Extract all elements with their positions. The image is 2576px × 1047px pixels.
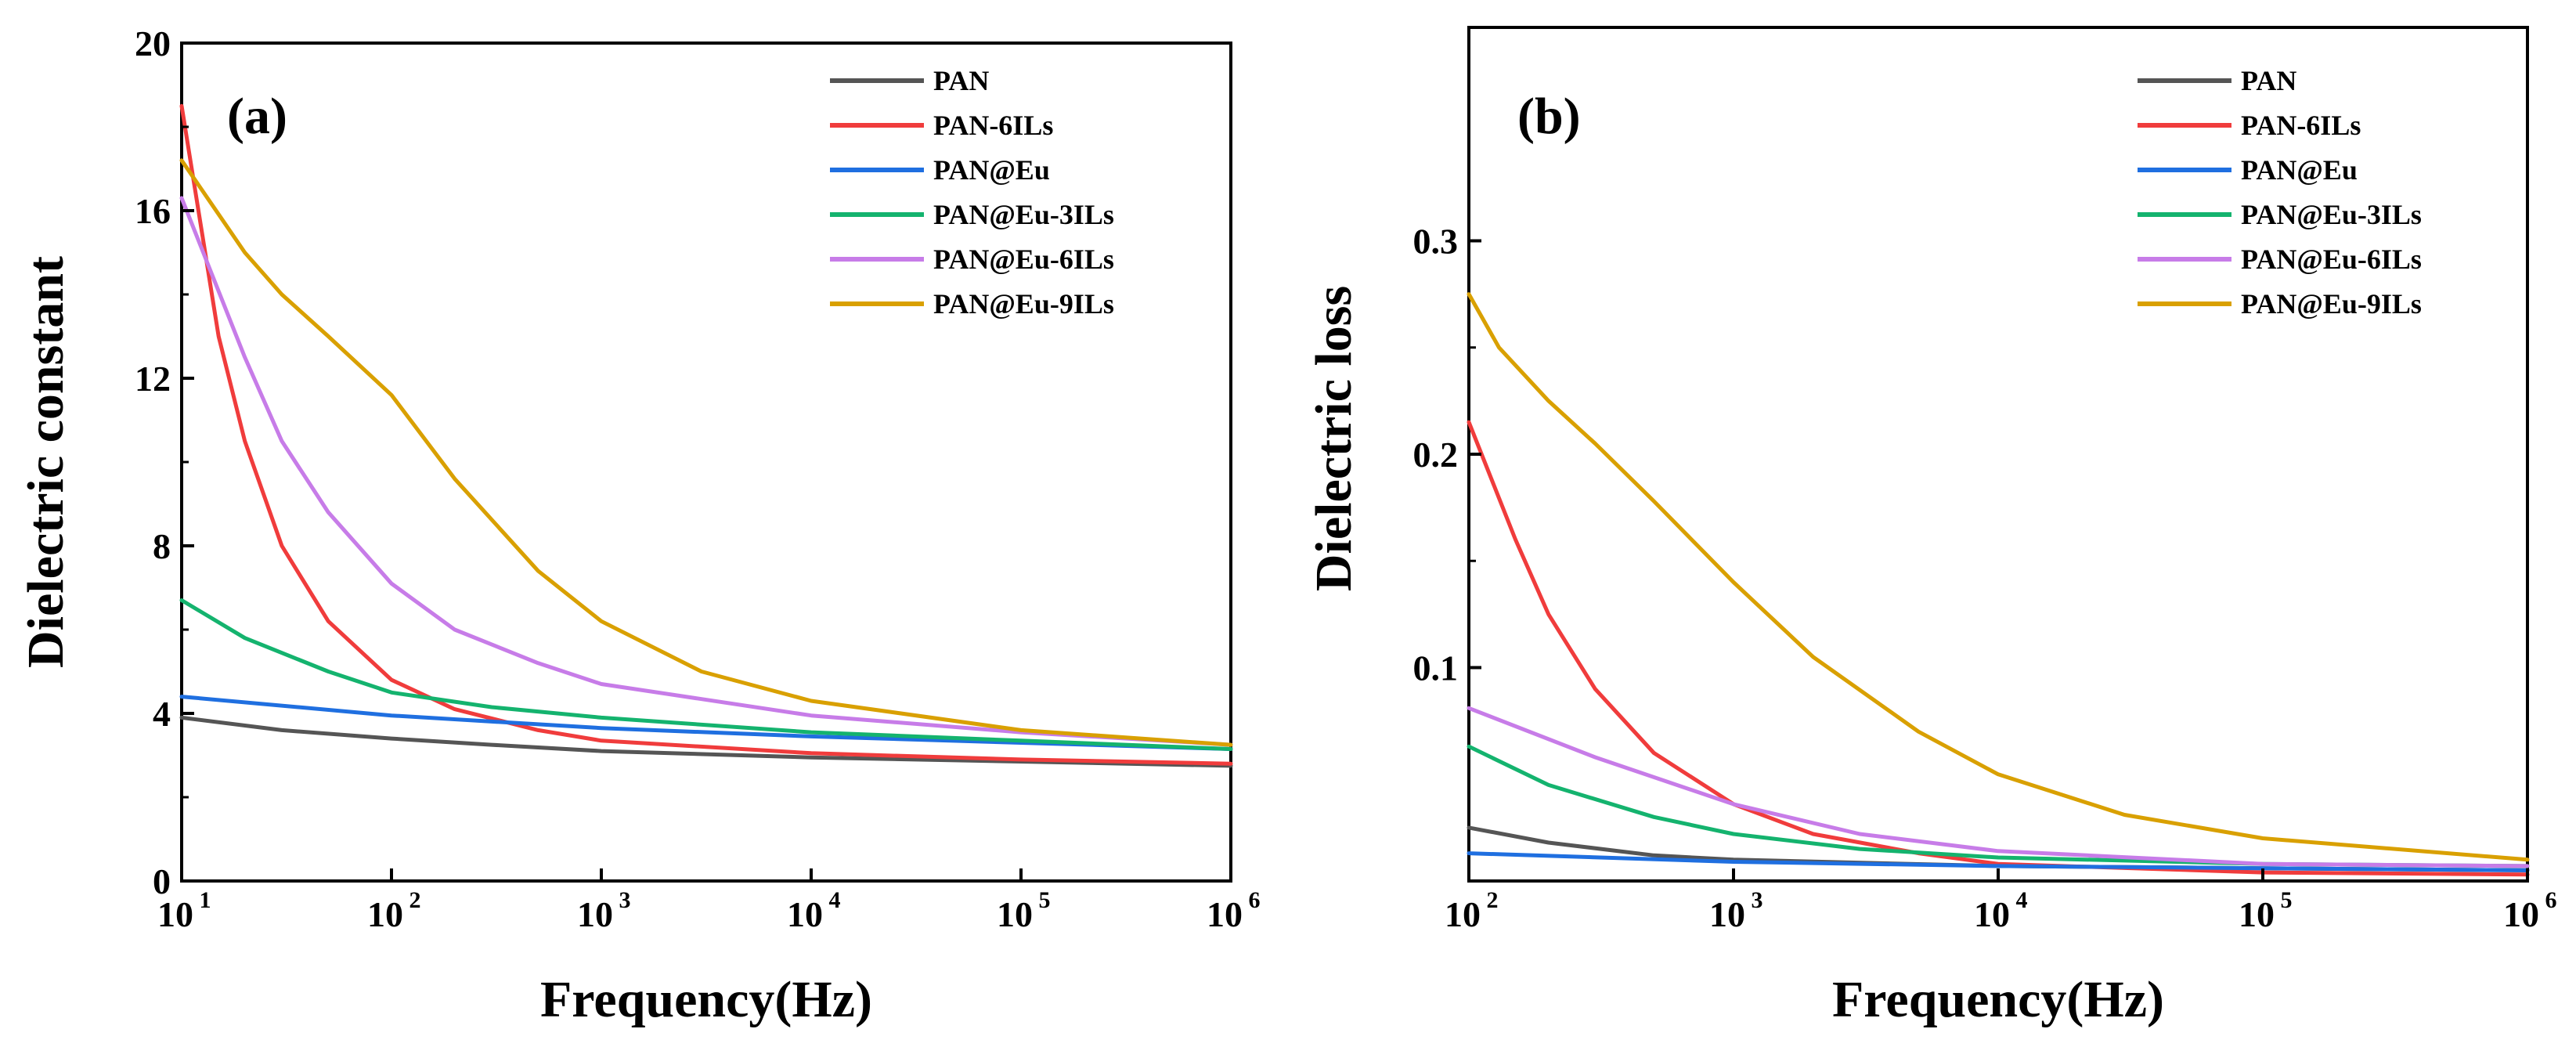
x-tick-exp-a-1: 2 xyxy=(409,887,421,913)
x-tick-label-b-2: 10 xyxy=(1974,894,2010,934)
x-tick-exp-b-4: 6 xyxy=(2545,887,2557,913)
x-tick-exp-b-3: 5 xyxy=(2281,887,2293,913)
x-tick-label-b-3: 10 xyxy=(2239,894,2275,934)
y-axis-title-a: Dielectric constant xyxy=(17,256,74,668)
plot-frame-b xyxy=(1467,26,2529,883)
x-tick-exp-b-1: 3 xyxy=(1752,887,1763,913)
legend-label-b-2: PAN@Eu xyxy=(2241,154,2358,186)
x-axis-title-b: Frequency(Hz) xyxy=(1832,971,2164,1028)
x-tick-exp-b-0: 2 xyxy=(1487,887,1499,913)
x-tick-label-a-3: 10 xyxy=(787,894,823,934)
legend-label-b-5: PAN@Eu-9ILs xyxy=(2241,288,2422,320)
x-tick-label-b-4: 10 xyxy=(2503,894,2539,934)
legend-label-a-3: PAN@Eu-3ILs xyxy=(933,199,1114,230)
legend-label-a-1: PAN-6ILs xyxy=(933,110,1053,141)
panel-b: 0.10.20.3 10 2 10 3 10 4 10 5 10 6 (b) Frequency(… xyxy=(1305,26,2557,1028)
x-tick-label-a-0: 10 xyxy=(157,894,193,934)
legend-label-b-1: PAN-6ILs xyxy=(2241,110,2361,141)
legend-label-a-2: PAN@Eu xyxy=(933,154,1050,186)
series-line-b-4 xyxy=(1467,706,2530,868)
y-tick-label-b-1: 0.2 xyxy=(1413,435,1459,475)
y-tick-label-a-4: 16 xyxy=(135,191,171,231)
legend-label-b-4: PAN@Eu-6ILs xyxy=(2241,244,2422,275)
legend-a: PAN PAN-6ILs PAN@Eu PAN@Eu-3ILs PAN@Eu-6ILs P… xyxy=(830,65,1114,320)
series-line-a-5 xyxy=(179,158,1233,747)
y-axis-title-b: Dielectric loss xyxy=(1305,286,1362,591)
x-tick-label-a-1: 10 xyxy=(367,894,403,934)
series-group-b xyxy=(1467,292,2530,877)
legend-label-a-5: PAN@Eu-9ILs xyxy=(933,288,1114,320)
legend-label-a-0: PAN xyxy=(933,65,989,96)
series-line-a-0 xyxy=(179,715,1233,768)
x-ticks-b: 10 2 10 3 10 4 10 5 10 6 xyxy=(1445,868,2557,934)
x-tick-exp-a-0: 1 xyxy=(200,887,211,913)
series-line-b-5 xyxy=(1467,292,2530,862)
y-tick-label-a-5: 20 xyxy=(135,23,171,63)
legend-b: PAN PAN-6ILs PAN@Eu PAN@Eu-3ILs PAN@Eu-6ILs P… xyxy=(2138,65,2422,320)
x-tick-label-b-1: 10 xyxy=(1709,894,1745,934)
legend-label-b-3: PAN@Eu-3ILs xyxy=(2241,199,2422,230)
x-tick-label-b-0: 10 xyxy=(1445,894,1481,934)
y-tick-label-a-1: 4 xyxy=(153,694,171,734)
series-line-b-1 xyxy=(1467,420,2530,877)
x-tick-label-a-4: 10 xyxy=(997,894,1033,934)
x-tick-label-a-5: 10 xyxy=(1207,894,1243,934)
y-tick-label-a-2: 8 xyxy=(153,526,171,566)
y-tick-label-a-3: 12 xyxy=(135,359,171,399)
y-tick-label-b-2: 0.3 xyxy=(1413,222,1459,262)
x-axis-title-a: Frequency(Hz) xyxy=(540,971,872,1028)
x-ticks-a: 10 1 10 2 10 3 10 4 10 5 10 6 xyxy=(157,868,1261,934)
legend-label-a-4: PAN@Eu-6ILs xyxy=(933,244,1114,275)
series-line-b-2 xyxy=(1467,851,2530,872)
series-line-a-1 xyxy=(179,103,1233,766)
x-tick-exp-a-4: 5 xyxy=(1039,887,1051,913)
series-group-a xyxy=(179,103,1233,768)
panel-label-a: (a) xyxy=(227,88,287,145)
series-line-a-4 xyxy=(179,196,1233,747)
series-line-a-3 xyxy=(179,598,1233,751)
legend-label-b-0: PAN xyxy=(2241,65,2296,96)
x-tick-exp-a-3: 4 xyxy=(829,887,841,913)
panel-label-b: (b) xyxy=(1517,88,1581,145)
y-ticks-a: 0 4 8 12 16 20 xyxy=(135,23,194,901)
y-tick-label-b-0: 0.1 xyxy=(1413,648,1459,688)
x-tick-label-a-2: 10 xyxy=(577,894,613,934)
x-tick-exp-a-2: 3 xyxy=(619,887,631,913)
x-tick-exp-a-5: 6 xyxy=(1249,887,1261,913)
x-tick-exp-b-2: 4 xyxy=(2016,887,2028,913)
y-ticks-b: 0.1 0.2 0.3 xyxy=(1413,222,1481,688)
y-tick-label-a-0: 0 xyxy=(153,861,171,901)
